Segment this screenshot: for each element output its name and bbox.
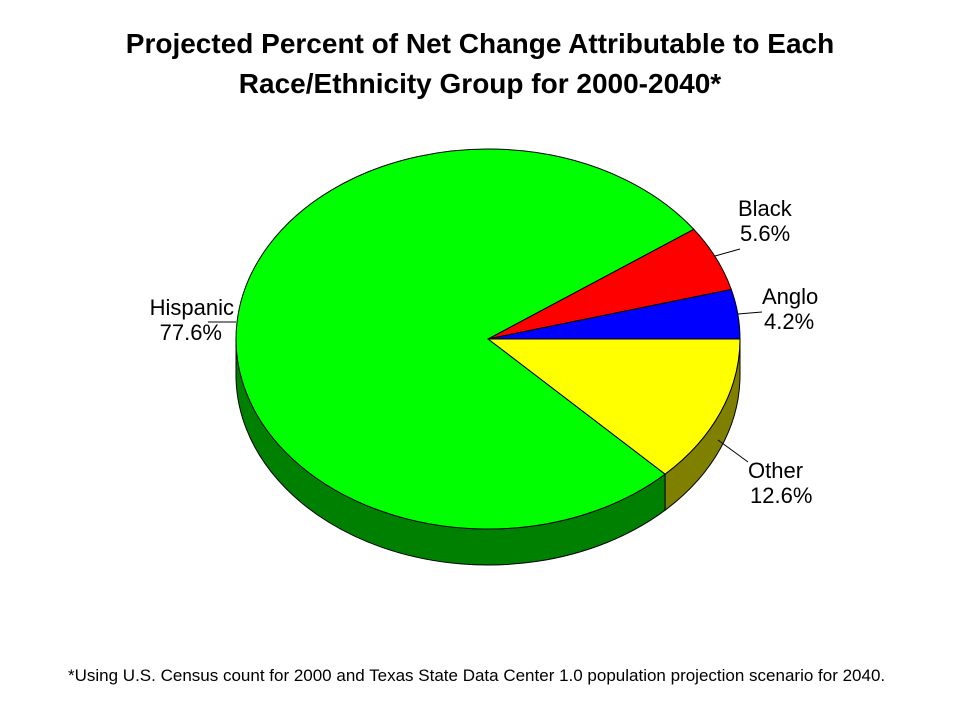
slice-label-other: Other: [748, 458, 803, 483]
slice-value-black: 5.6%: [740, 221, 790, 246]
pie-slice-hispanic: [235, 148, 695, 530]
slice-value-anglo: 4.2%: [764, 309, 814, 334]
slice-value-hispanic: 77.6%: [160, 320, 222, 345]
slice-label-anglo: Anglo: [762, 284, 818, 309]
slice-value-other: 12.6%: [750, 483, 812, 508]
chart-title: Projected Percent of Net Change Attribut…: [0, 24, 960, 104]
chart-title-line-2: Race/Ethnicity Group for 2000-2040*: [238, 68, 722, 99]
slice-label-hispanic: Hispanic: [150, 295, 234, 320]
chart-title-line-1: Projected Percent of Net Change Attribut…: [125, 28, 835, 59]
leader-line-anglo: [737, 311, 763, 315]
pie-slice-other: [486, 338, 741, 475]
leader-line-black: [714, 248, 741, 257]
leader-line-other: [717, 439, 749, 463]
footnote: *Using U.S. Census count for 2000 and Te…: [68, 666, 886, 685]
slice-label-black: Black: [738, 196, 793, 221]
